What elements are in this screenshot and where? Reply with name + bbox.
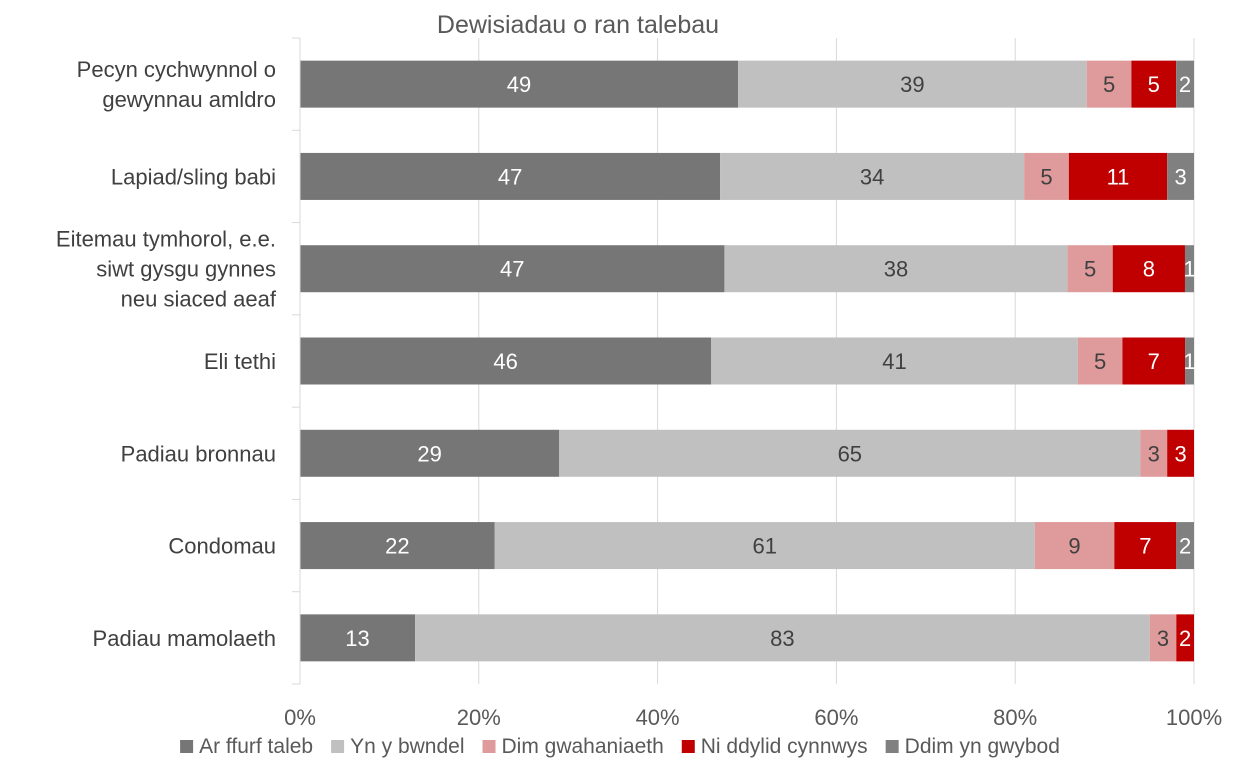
category-label: Pecyn cychwynnol o [77,57,276,82]
data-label: 8 [1143,257,1155,282]
data-label: 41 [882,349,906,374]
x-tick-label: 0% [284,705,316,730]
data-label: 46 [493,349,517,374]
x-tick-label: 100% [1166,705,1222,730]
legend-label: Dim gwahaniaeth [502,735,664,758]
data-label: 2 [1179,626,1191,651]
x-tick-label: 20% [457,705,501,730]
bar-segment [1149,614,1177,662]
category-label: neu siaced aeaf [121,287,277,312]
data-label: 5 [1084,257,1096,282]
x-tick-label: 60% [814,705,858,730]
bars: 49 39 5 5 247 34 5 11 347 38 5 8 146 41 5 7 129 65 3 322 61 9… [300,60,1196,662]
category-label: Padiau mamolaeth [93,626,276,651]
bar-segment [1167,152,1194,200]
data-label: 3 [1148,441,1160,466]
data-label: 5 [1094,349,1106,374]
bar-segment [1086,60,1132,108]
category-label: Padiau bronnau [121,441,276,466]
bar-segment [1034,522,1115,570]
category-label: siwt gysgu gynnes [96,257,276,282]
category-label: Lapiad/sling babi [111,164,276,189]
data-label: 11 [1107,164,1130,189]
data-label: 47 [500,257,524,282]
bar-segment [1131,60,1177,108]
data-label: 7 [1139,534,1151,559]
bar-segment [720,152,1025,200]
bar-segment [1176,522,1194,570]
bar-segment [300,429,560,477]
bar-segment [1114,522,1177,570]
bar-segment [300,522,495,570]
bar-segment [1122,337,1186,385]
value-axis: 0% 20% 40% 60% 80% 100% [284,705,1222,730]
bar-segment [300,337,712,385]
legend-label: Ddim yn gwybod [905,735,1060,758]
data-label: 3 [1157,626,1169,651]
data-label: 34 [860,164,884,189]
data-label: 39 [900,72,924,97]
legend-swatch [331,740,345,753]
bar-segment [1167,429,1194,477]
bar-segment [1112,245,1185,293]
data-label: 2 [1179,534,1191,559]
data-label: 1 [1183,257,1195,282]
category-label: Eli tethi [204,349,276,374]
category-axis: Pecyn cychwynnol o gewynnau amldro Lapiad/… [56,37,301,685]
legend-label: Ar ffurf taleb [199,735,313,758]
legend-label: Yn y bwndel [350,735,464,758]
bar-segment [300,60,739,108]
data-label: 3 [1174,441,1186,466]
data-label: 49 [507,72,531,97]
data-label: 2 [1179,72,1191,97]
bar-segment [1067,245,1113,293]
data-label: 22 [385,534,409,559]
bar-segment [1185,337,1194,385]
data-label: 38 [884,257,908,282]
legend-swatch [885,740,899,753]
legend-swatch [482,740,496,753]
bar-segment [300,245,725,293]
data-label: 5 [1040,164,1052,189]
bar-segment [300,152,721,200]
category-label: Eitemau tymhorol, e.e. [56,227,276,252]
bar-segment [559,429,1141,477]
category-label: Condomau [168,534,276,559]
data-label: 47 [498,164,522,189]
bar-segment [1024,152,1069,200]
bar-segment [1176,614,1194,662]
bar-segment [1140,429,1168,477]
x-tick-label: 80% [993,705,1037,730]
chart-title: Dewisiadau o ran talebau [437,11,719,39]
legend: Ar ffurf taleb Yn y bwndel Dim gwahaniaeth… [180,735,1060,758]
bar-segment [1077,337,1123,385]
bar-segment [1176,60,1194,108]
data-label: 5 [1103,72,1115,97]
data-label: 9 [1068,534,1080,559]
bar-segment [1184,245,1194,293]
bar-segment [711,337,1078,385]
legend-label: Ni ddylid cynnwys [701,735,868,758]
bar-segment [300,614,416,662]
data-label: 3 [1174,164,1186,189]
legend-swatch [180,740,194,753]
bar-segment [738,60,1087,108]
data-label: 1 [1183,349,1195,374]
data-label: 7 [1148,349,1160,374]
legend-swatch [681,740,695,753]
data-label: 61 [752,534,776,559]
data-label: 83 [770,626,794,651]
data-label: 65 [838,441,862,466]
data-label: 5 [1148,72,1160,97]
bar-segment [415,614,1150,662]
x-tick-label: 40% [636,705,680,730]
data-label: 29 [417,441,441,466]
category-label: gewynnau amldro [102,87,276,112]
bar-segment [494,522,1035,570]
bar-segment [1068,152,1168,200]
bar-segment [724,245,1068,293]
data-label: 13 [345,626,369,651]
